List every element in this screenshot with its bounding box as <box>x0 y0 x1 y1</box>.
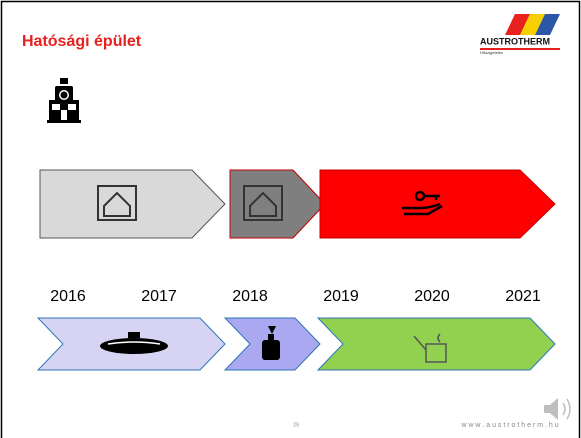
logo: AUSTROTHERM Hőszigetelés <box>478 14 562 55</box>
tank-icon <box>100 332 168 354</box>
year-label: 2018 <box>232 288 268 305</box>
year-label: 2019 <box>323 288 359 305</box>
slide-title: Hatósági épület <box>22 33 142 50</box>
key-hand-icon <box>402 190 443 216</box>
year-label: 2017 <box>141 288 177 305</box>
logo-name: AUSTROTHERM <box>480 36 550 46</box>
year-label: 2021 <box>505 288 541 305</box>
speaker-icon <box>544 398 571 420</box>
lighter-icon <box>413 333 447 363</box>
website: w w w . a u s t r o t h e r m . h u <box>460 422 558 429</box>
building-icon <box>47 78 81 123</box>
year-labels: 2016 2017 2018 2019 2020 2021 <box>50 288 541 305</box>
plan-icon <box>97 185 283 221</box>
year-label: 2020 <box>414 288 450 305</box>
phase-arrow <box>39 169 226 239</box>
torch-icon <box>262 326 280 360</box>
logo-tagline: Hőszigetelés <box>480 50 503 55</box>
page-number: 29 <box>293 422 299 428</box>
year-label: 2016 <box>50 288 86 305</box>
